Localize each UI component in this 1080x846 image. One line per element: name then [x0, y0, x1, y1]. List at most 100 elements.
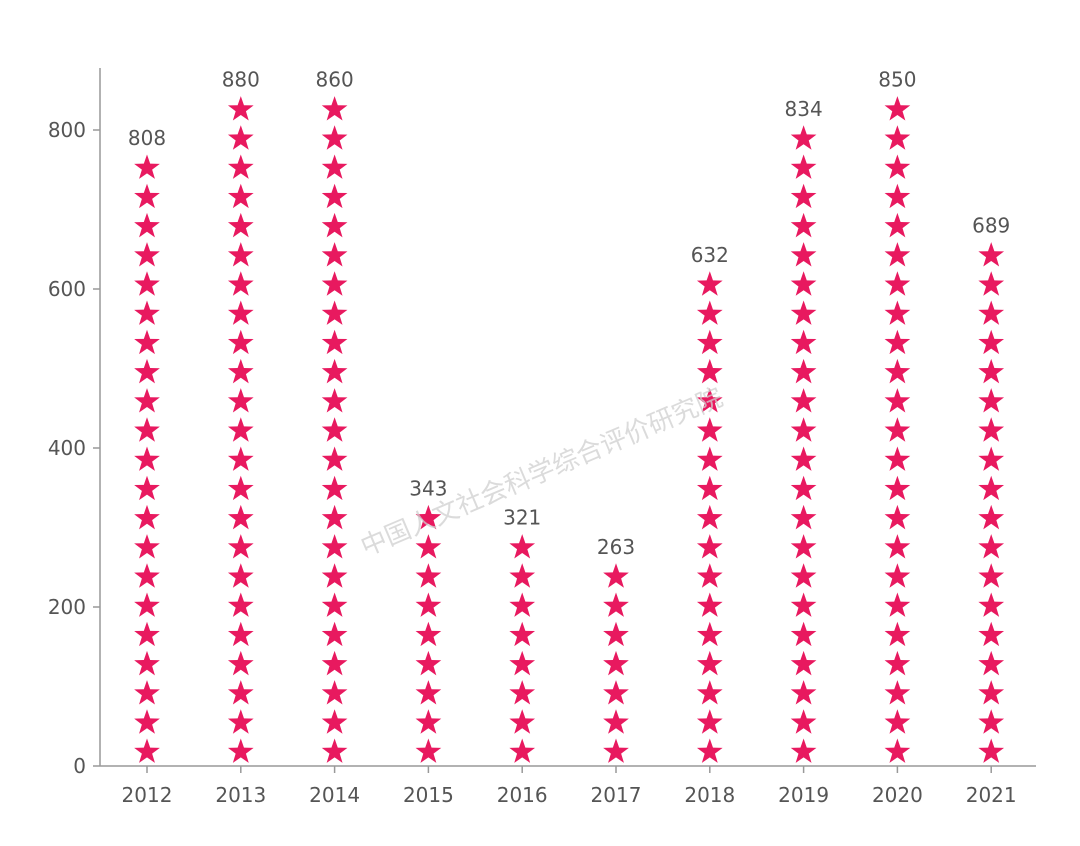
star-mark	[884, 738, 911, 763]
star-mark	[696, 621, 723, 647]
y-tick-label: 200	[48, 595, 86, 619]
star-mark	[321, 592, 348, 617]
star-column	[509, 534, 536, 763]
star-mark	[134, 154, 160, 179]
star-mark	[415, 738, 442, 763]
x-tick-label: 2015	[403, 783, 454, 807]
star-mark	[227, 329, 254, 355]
star-mark	[134, 680, 160, 705]
star-mark	[884, 680, 911, 705]
star-mark	[321, 738, 348, 763]
star-mark	[790, 242, 817, 267]
star-mark	[884, 592, 911, 617]
star-mark	[227, 96, 254, 121]
star-mark	[227, 125, 254, 150]
y-axis: 0 200 400 600 800	[48, 68, 101, 778]
star-mark	[978, 738, 1005, 763]
star-mark	[321, 388, 348, 413]
star-mark	[978, 358, 1005, 384]
star-mark	[134, 183, 160, 209]
star-mark	[978, 504, 1005, 530]
star-mark	[134, 388, 160, 413]
star-mark	[790, 300, 817, 325]
x-tick-label: 2013	[215, 783, 266, 807]
star-mark	[321, 271, 348, 296]
star-mark	[978, 388, 1005, 413]
star-mark	[790, 212, 817, 238]
data-label: 632	[691, 243, 729, 267]
x-tick-label: 2020	[872, 783, 923, 807]
star-column	[321, 96, 348, 763]
star-mark	[790, 358, 817, 384]
data-label: 808	[128, 126, 166, 150]
star-mark	[790, 680, 817, 705]
star-mark	[321, 125, 348, 150]
star-mark	[134, 417, 160, 442]
star-mark	[509, 563, 536, 588]
star-mark	[321, 563, 348, 588]
star-mark	[134, 650, 160, 676]
star-mark	[321, 300, 348, 325]
data-label: 689	[972, 214, 1010, 238]
star-mark	[509, 534, 536, 559]
star-mark	[227, 154, 254, 179]
star-mark	[884, 563, 911, 588]
star-mark	[134, 534, 160, 559]
star-mark	[978, 417, 1005, 442]
star-mark	[790, 650, 817, 676]
star-mark	[884, 96, 911, 121]
star-mark	[696, 738, 723, 763]
star-mark	[134, 709, 160, 734]
star-mark	[415, 592, 442, 617]
star-mark	[790, 709, 817, 734]
y-tick-label: 0	[73, 754, 86, 778]
star-column	[415, 504, 442, 763]
star-mark	[696, 300, 723, 325]
star-mark	[134, 242, 160, 267]
star-mark	[884, 621, 911, 647]
data-label: 321	[503, 506, 541, 530]
star-column	[603, 563, 629, 763]
star-mark	[509, 680, 536, 705]
star-mark	[134, 358, 160, 384]
star-mark	[321, 504, 348, 530]
star-mark	[790, 417, 817, 442]
star-mark	[134, 446, 160, 471]
star-mark	[227, 358, 254, 384]
star-mark	[696, 271, 723, 296]
star-mark	[790, 271, 817, 296]
star-mark	[321, 709, 348, 734]
star-mark	[227, 300, 254, 325]
x-tick-label: 2012	[122, 783, 173, 807]
star-mark	[978, 592, 1005, 617]
star-mark	[790, 534, 817, 559]
star-mark	[696, 446, 723, 471]
star-mark	[603, 709, 629, 734]
star-mark	[227, 271, 254, 296]
star-mark	[884, 504, 911, 530]
star-mark	[321, 212, 348, 238]
star-mark	[884, 417, 911, 442]
star-mark	[415, 709, 442, 734]
star-mark	[321, 475, 348, 501]
star-mark	[509, 592, 536, 617]
star-mark	[696, 592, 723, 617]
star-mark	[227, 212, 254, 238]
star-mark	[227, 475, 254, 501]
star-mark	[415, 504, 442, 530]
data-label: 343	[409, 476, 447, 500]
star-mark	[978, 709, 1005, 734]
star-mark	[884, 212, 911, 238]
star-column	[134, 154, 160, 763]
x-tick-label: 2014	[309, 783, 360, 807]
star-mark	[790, 592, 817, 617]
star-mark	[696, 358, 723, 384]
star-mark	[227, 504, 254, 530]
star-mark	[227, 680, 254, 705]
star-mark	[321, 154, 348, 179]
star-mark	[321, 446, 348, 471]
star-mark	[790, 563, 817, 588]
star-mark	[696, 709, 723, 734]
star-column	[978, 242, 1005, 763]
star-mark	[884, 388, 911, 413]
